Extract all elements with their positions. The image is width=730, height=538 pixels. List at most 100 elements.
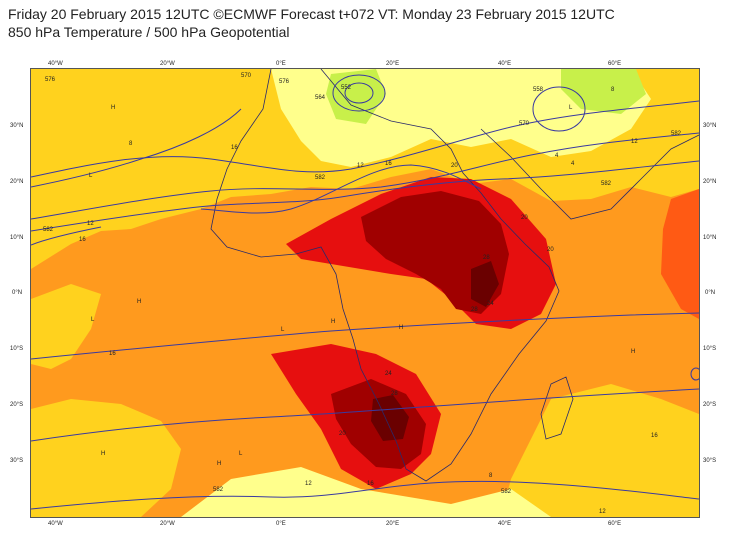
low-pressure-marker: L — [569, 105, 573, 111]
contour-label: 582 — [315, 175, 326, 181]
contour-label: 582 — [671, 131, 682, 137]
temperature-label: 12 — [87, 221, 94, 227]
contour-label: 582 — [213, 487, 224, 493]
lat-label-right: 20°N — [703, 179, 717, 185]
lon-label-top: 60°E — [608, 61, 622, 67]
temperature-label: 16 — [231, 145, 238, 151]
high-pressure-marker: H — [101, 451, 106, 457]
temperature-label: 12 — [305, 481, 312, 487]
geopotential-contour — [31, 100, 699, 178]
temperature-label: 16 — [79, 237, 86, 243]
temperature-label: 28 — [471, 307, 478, 313]
mid-temperature-zone-southwest — [31, 399, 181, 517]
temperature-label: 24 — [385, 371, 392, 377]
weather-map — [31, 69, 699, 517]
lon-label-bottom: 20°W — [160, 521, 175, 527]
extreme-temperature-zone-central — [471, 261, 499, 307]
arabia-coastline — [480, 128, 699, 220]
africa-coastline — [210, 69, 560, 482]
lat-label-right: 10°S — [703, 346, 717, 352]
geopotential-low-center — [332, 74, 386, 112]
high-pressure-marker: H — [399, 325, 404, 331]
contour-label: 582 — [601, 181, 612, 187]
lat-label-right: 30°S — [703, 458, 717, 464]
lon-label-top: 0°E — [276, 61, 286, 67]
temperature-label: 20 — [547, 247, 554, 253]
low-temperature-zone-south — [181, 467, 551, 517]
geopotential-contour — [31, 132, 699, 220]
low-pressure-marker: L — [89, 173, 93, 179]
lat-label-left: 0°N — [12, 290, 23, 296]
geopotential-contour — [31, 388, 699, 442]
temperature-label: 12 — [599, 509, 606, 515]
contour-label: 564 — [315, 95, 326, 101]
temperature-isotherm — [31, 226, 102, 246]
lon-label-bottom: 60°E — [608, 521, 622, 527]
lon-label-top: 40°E — [498, 61, 512, 67]
temperature-label: 4 — [571, 161, 575, 167]
contour-label: 558 — [533, 87, 544, 93]
geopotential-contour — [31, 160, 699, 232]
contour-label: 570 — [519, 121, 530, 127]
lat-label-left: 30°S — [10, 458, 24, 464]
temperature-label: 12 — [357, 163, 364, 169]
geopotential-low-center — [344, 82, 374, 104]
temperature-label: 8 — [489, 473, 493, 479]
temperature-label: 8 — [129, 141, 133, 147]
map-panel: 570 576 582 582 582 582 582 552 564 558 … — [30, 68, 700, 518]
temperature-isotherm — [31, 108, 242, 188]
lon-label-top: 40°W — [48, 61, 63, 67]
contour-label: 552 — [341, 85, 352, 91]
high-pressure-marker: H — [631, 349, 636, 355]
lat-label-right: 20°S — [703, 402, 717, 408]
contour-label: 576 — [279, 79, 290, 85]
lowest-temperature-zone-northeast — [561, 69, 646, 114]
lat-label-right: 0°N — [705, 290, 716, 296]
lat-label-left: 30°N — [10, 123, 24, 129]
chart-title: Friday 20 February 2015 12UTC ©ECMWF For… — [8, 6, 615, 22]
geopotential-contour — [31, 312, 699, 360]
lon-label-bottom: 0°E — [276, 521, 286, 527]
temperature-label: 16 — [109, 351, 116, 357]
high-pressure-marker: H — [331, 319, 336, 325]
contour-label: 582 — [43, 227, 54, 233]
contour-label: 582 — [501, 489, 512, 495]
temperature-label: 20 — [451, 163, 458, 169]
geopotential-contour — [31, 480, 699, 510]
low-pressure-marker: L — [91, 317, 95, 323]
madagascar-coastline — [540, 376, 574, 440]
chart-subtitle: 850 hPa Temperature / 500 hPa Geopotenti… — [8, 24, 290, 40]
contour-label: 576 — [45, 77, 56, 83]
high-pressure-marker: H — [217, 461, 222, 467]
temperature-label: 20 — [521, 215, 528, 221]
temperature-label: 24 — [487, 301, 494, 307]
low-pressure-marker: L — [239, 451, 243, 457]
temperature-label: 16 — [651, 433, 658, 439]
geopotential-small-center — [690, 367, 699, 381]
lat-label-left: 10°S — [10, 346, 24, 352]
geopotential-low-center — [532, 86, 586, 132]
lon-label-top: 20°E — [386, 61, 400, 67]
hot-temperature-zone-east — [661, 189, 699, 319]
contour-label: 570 — [241, 73, 252, 79]
lon-label-bottom: 40°W — [48, 521, 63, 527]
high-pressure-marker: H — [137, 299, 142, 305]
lat-label-left: 20°N — [10, 179, 24, 185]
lat-label-left: 10°N — [10, 235, 24, 241]
temperature-label: 28 — [483, 255, 490, 261]
temperature-label: 8 — [611, 87, 615, 93]
temperature-label: 28 — [391, 391, 398, 397]
temperature-label: 16 — [385, 161, 392, 167]
lon-label-bottom: 40°E — [498, 521, 512, 527]
lat-label-left: 20°S — [10, 402, 24, 408]
lon-label-top: 20°W — [160, 61, 175, 67]
temperature-label: 16 — [367, 481, 374, 487]
temperature-isotherm — [200, 164, 482, 214]
temperature-label: 12 — [631, 139, 638, 145]
temperature-label: 20 — [339, 431, 346, 437]
lon-label-bottom: 20°E — [386, 521, 400, 527]
high-pressure-marker: H — [111, 105, 116, 111]
mid-temperature-zone-west — [31, 284, 101, 369]
temperature-label: 4 — [555, 153, 559, 159]
lowest-temperature-zone-north — [326, 69, 386, 124]
